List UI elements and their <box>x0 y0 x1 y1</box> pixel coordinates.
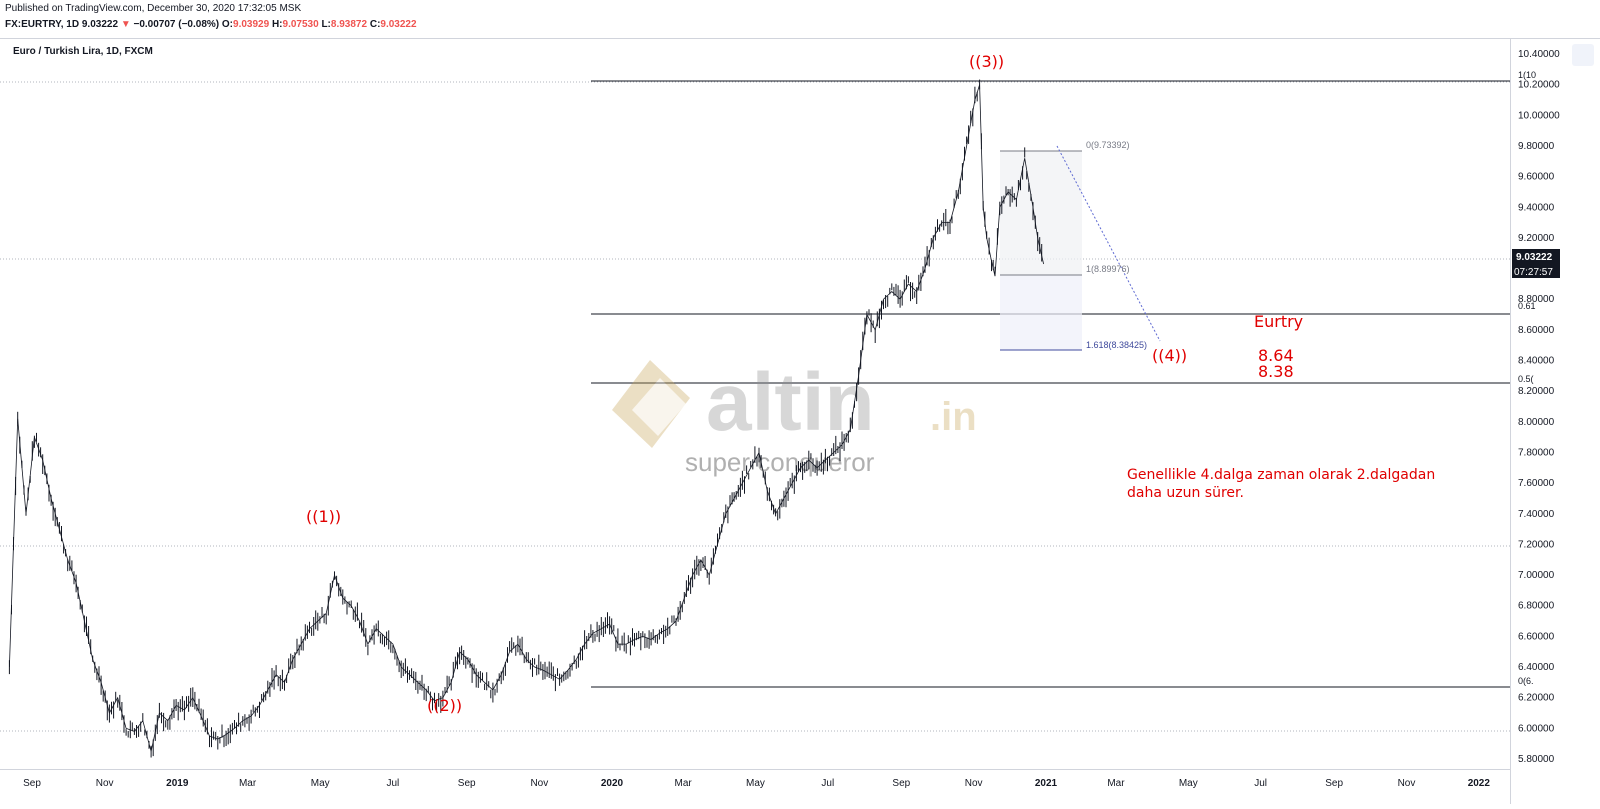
down-arrow-icon: ▼ <box>120 19 131 30</box>
last-price-tag-text: 9.03222 <box>1516 252 1553 263</box>
watermark-logo-icon <box>612 360 690 448</box>
eurtry-title: Eurtry <box>1254 312 1303 331</box>
x-tick-label: Jul <box>386 778 399 789</box>
time-axis[interactable]: Sep Nov 2019 Mar May Jul Sep Nov 2020 Mar May Jul Se… <box>23 778 1490 789</box>
wave1-label: ((1)) <box>306 507 341 526</box>
chart-panel[interactable]: 1(10 0.61 0.5( 0(6. 0(9.73392) 1(8.89976… <box>0 38 1600 804</box>
y-tick-label: 7.00000 <box>1518 570 1555 581</box>
price-chart[interactable]: 1(10 0.61 0.5( 0(6. 0(9.73392) 1(8.89976… <box>0 38 1600 804</box>
x-tick-label: 2021 <box>1035 778 1058 789</box>
open-value: 9.03929 <box>233 19 270 30</box>
x-tick-label: 2022 <box>1468 778 1491 789</box>
y-tick-label: 10.40000 <box>1518 49 1560 60</box>
x-tick-label: Sep <box>892 778 910 789</box>
x-tick-label: Mar <box>675 778 693 789</box>
published-line: Published on TradingView.com, December 3… <box>5 3 302 14</box>
note-line-1: Genellikle 4.dalga zaman olarak 2.dalgad… <box>1127 467 1435 483</box>
fib-ext-box-lower <box>1000 275 1082 350</box>
price-line <box>9 84 1044 752</box>
countdown-tag-text: 07:27:57 <box>1514 267 1553 278</box>
x-tick-label: Nov <box>965 778 983 789</box>
x-tick-label: Sep <box>458 778 476 789</box>
x-tick-label: Sep <box>1325 778 1343 789</box>
y-tick-label: 6.40000 <box>1518 662 1555 673</box>
watermark-logo: altin .in <box>612 357 977 448</box>
chart-title: Euro / Turkish Lira, 1D, FXCM <box>13 46 153 57</box>
change-value: −0.00707 (−0.08%) <box>133 19 220 30</box>
fib-label-05: 0.5( <box>1518 374 1534 384</box>
countdown-tag <box>1512 264 1560 278</box>
x-tick-label: Mar <box>239 778 257 789</box>
x-tick-label: Jul <box>821 778 834 789</box>
x-tick-label: Nov <box>96 778 114 789</box>
x-tick-label: 2020 <box>601 778 624 789</box>
x-tick-label: Nov <box>530 778 548 789</box>
y-tick-label: 7.60000 <box>1518 478 1555 489</box>
y-tick-label: 7.80000 <box>1518 447 1555 458</box>
y-tick-label: 8.00000 <box>1518 417 1555 428</box>
price-axis[interactable]: 10.40000 10.20000 10.00000 9.80000 9.60000 9.… <box>1518 49 1560 765</box>
x-tick-label: May <box>311 778 330 789</box>
high-value: 9.07530 <box>282 19 319 30</box>
fib-label-061: 0.61 <box>1518 301 1536 311</box>
chart-menu-button[interactable] <box>1572 44 1594 66</box>
watermark-brand: altin <box>706 357 875 448</box>
fib-trend-line[interactable] <box>1056 145 1161 342</box>
y-tick-label: 6.20000 <box>1518 693 1555 704</box>
fib-label-1: 1(10 <box>1518 70 1536 80</box>
y-tick-label: 9.80000 <box>1518 141 1555 152</box>
y-tick-label: 8.60000 <box>1518 325 1555 336</box>
y-tick-label: 9.60000 <box>1518 172 1555 183</box>
x-tick-label: 2019 <box>166 778 189 789</box>
y-tick-label: 8.20000 <box>1518 386 1555 397</box>
low-label: L: <box>321 19 331 30</box>
y-tick-label: 10.00000 <box>1518 110 1560 121</box>
y-tick-label: 6.80000 <box>1518 601 1555 612</box>
y-tick-label: 9.20000 <box>1518 233 1555 244</box>
x-tick-label: May <box>746 778 765 789</box>
wave2-label: ((2)) <box>427 696 462 715</box>
open-label: O: <box>221 19 234 30</box>
y-tick-label: 9.40000 <box>1518 202 1555 213</box>
fib-label-0: 0(6. <box>1518 676 1534 686</box>
ohlc-line: FX:EURTRY, 1D 9.03222 ▼ −0.00707 (−0.08%… <box>5 19 417 30</box>
symbol-label: FX:EURTRY, 1D <box>5 19 80 30</box>
wave3-label: ((3)) <box>969 52 1004 71</box>
last-price: 9.03222 <box>81 19 119 30</box>
y-tick-label: 7.40000 <box>1518 509 1555 520</box>
x-tick-label: Sep <box>23 778 41 789</box>
close-label: C: <box>369 19 381 30</box>
note-line-2: daha uzun sürer. <box>1127 485 1244 501</box>
x-tick-label: May <box>1179 778 1198 789</box>
y-tick-label: 7.20000 <box>1518 539 1555 550</box>
close-value: 9.03222 <box>380 19 417 30</box>
watermark-tagline: super conqueror <box>685 447 875 477</box>
y-tick-label: 8.80000 <box>1518 294 1555 305</box>
fib-ext-box-upper <box>1000 151 1082 275</box>
wave4-label: ((4)) <box>1152 346 1187 365</box>
y-tick-label: 10.20000 <box>1518 80 1560 91</box>
low-value: 8.93872 <box>330 19 368 30</box>
target-1: 8.64 <box>1258 346 1294 365</box>
y-tick-label: 6.60000 <box>1518 631 1555 642</box>
price-series <box>8 79 1044 758</box>
x-tick-label: Jul <box>1254 778 1267 789</box>
fib-ext-1618-label: 1.618(8.38425) <box>1086 340 1147 350</box>
watermark-tld: .in <box>930 395 977 439</box>
y-tick-label: 5.80000 <box>1518 754 1555 765</box>
x-tick-label: Nov <box>1398 778 1416 789</box>
fib-ext-one-label: 1(8.89976) <box>1086 264 1130 274</box>
last-price-tag <box>1512 249 1560 264</box>
y-tick-label: 8.40000 <box>1518 356 1555 367</box>
y-tick-label: 6.00000 <box>1518 723 1555 734</box>
fib-ext-zero-label: 0(9.73392) <box>1086 140 1130 150</box>
high-label: H: <box>271 19 283 30</box>
target-2: 8.38 <box>1258 362 1294 381</box>
x-tick-label: Mar <box>1107 778 1125 789</box>
